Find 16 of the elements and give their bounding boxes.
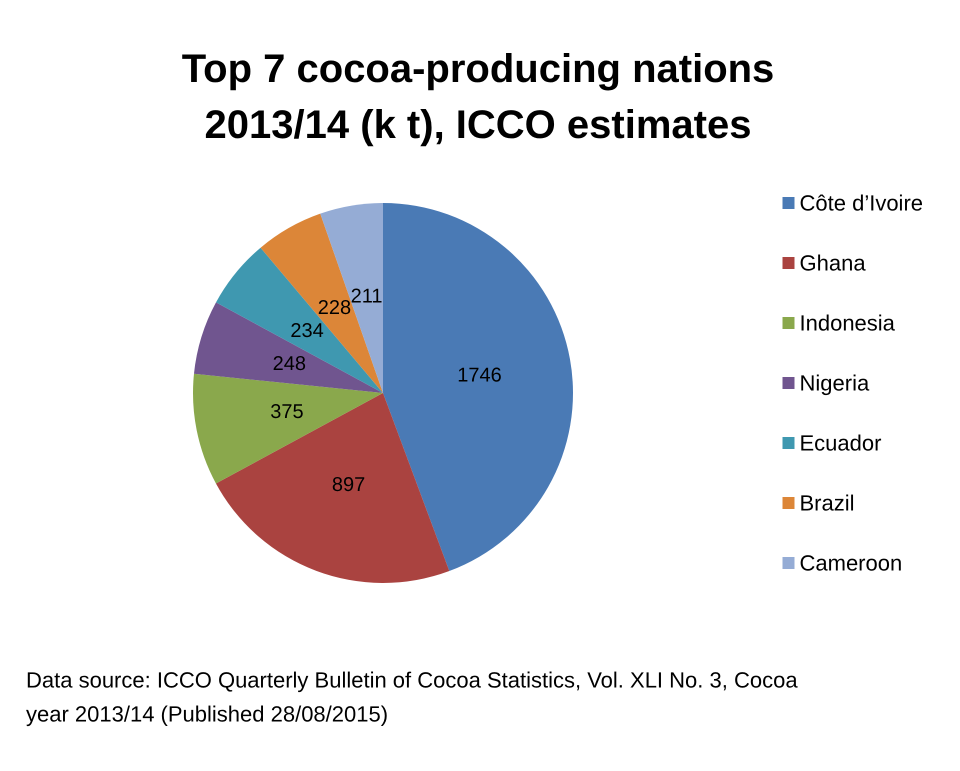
data-label: 248 <box>272 353 306 376</box>
legend-label: Indonesia <box>799 310 896 336</box>
data-label: 211 <box>350 285 383 308</box>
legend-label: Nigeria <box>799 370 870 396</box>
legend-label: Ecuador <box>799 430 882 456</box>
legend-label: Cameroon <box>799 550 902 576</box>
data-label: 234 <box>290 320 324 342</box>
legend-label: Côte d’Ivoire <box>799 190 924 216</box>
chart-title: Top 7 cocoa-producing nations 2013/14 (k t), ICCO estimates <box>182 47 774 147</box>
legend-label: Brazil <box>799 490 855 516</box>
data-label: 375 <box>270 401 304 424</box>
legend-label: Ghana <box>799 250 866 276</box>
data-label: 1746 <box>457 364 502 387</box>
data-label: 897 <box>332 474 366 496</box>
data-label: 228 <box>318 296 352 319</box>
source-note: Data source: ICCO Quarterly Bulletin of Cocoa Statistics, Vol. XLI No. 3, Cocoa year 2013/14 (Published 28/08/2015) <box>26 668 804 726</box>
